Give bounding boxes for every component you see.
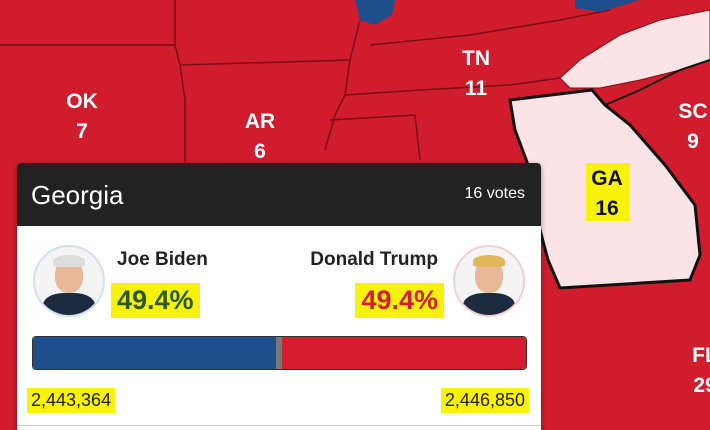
state-abbr: SC [678,100,707,123]
vote-bar-segment [279,337,526,369]
vote-bar [32,336,527,370]
state-votes: 29 [693,374,710,397]
highlight [586,163,630,221]
state-votes: 7 [76,120,88,143]
pale-state [559,9,710,89]
state-votes: 16 [595,197,618,220]
candidate-percent: 49.4% [355,283,444,318]
vote-count: 2,446,850 [440,388,529,413]
state-border [604,59,710,106]
state-votes: 11 [465,77,488,100]
blue-state [355,0,395,25]
state-abbr: TN [462,47,490,70]
candidate-name: Joe Biden [117,249,208,270]
vote-count: 2,443,364 [27,388,116,413]
popup-header: Georgia 16 votes [17,163,541,226]
candidate-percent: 49.4% [111,283,200,318]
state-borders [0,0,611,165]
state-name: Georgia [31,180,124,210]
electoral-votes: 16 votes [464,185,525,202]
state-abbr: GA [591,167,623,190]
state-votes: 6 [254,140,266,163]
vote-bar-segment [33,337,280,369]
blue-state [575,0,640,12]
bar-separator [276,337,283,369]
candidate-name: Donald Trump [310,249,438,270]
trump-avatar [453,245,525,317]
state-popup: Georgia 16 votes Joe Biden Donald Trump … [17,163,541,430]
state-abbr: AR [245,110,275,133]
biden-avatar [33,245,105,317]
divider [17,425,541,426]
state-abbr: FL [692,344,710,367]
state-abbr: OK [66,90,98,113]
state-votes: 9 [687,130,699,153]
